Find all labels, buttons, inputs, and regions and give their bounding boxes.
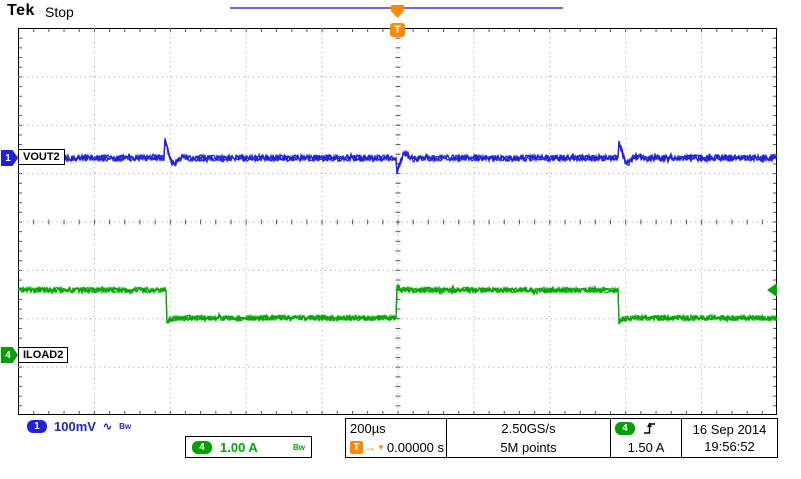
trigger-position-badge: T: [390, 23, 405, 37]
trigger-source-badge: 4: [615, 421, 635, 435]
timebase: 200µs: [350, 421, 386, 436]
trigger-level: 1.50 A: [627, 440, 665, 455]
trigger-marker-icon: ▼: [377, 443, 385, 452]
time: 19:56:52: [704, 439, 755, 454]
trigger-time: 0.00000 s: [386, 440, 445, 455]
ch4-readout: 4 1.00 A Bw: [185, 436, 312, 458]
ch4-bandwidth-icon: Bw: [293, 442, 305, 452]
ch1-reference-marker: 1: [1, 150, 18, 166]
ch1-badge: 1: [27, 420, 47, 433]
trigger-time-badge: T: [350, 441, 363, 454]
rising-edge-icon: [643, 421, 656, 435]
timebase-cell: 200µs T → ▼ 0.00000 s: [346, 419, 447, 457]
ch1-scale: 100mV: [54, 419, 96, 434]
horizontal-readout: 200µs T → ▼ 0.00000 s 2.50GS/s 5M points: [345, 418, 611, 458]
trigger-time-row: T → ▼ 0.00000 s: [350, 440, 446, 455]
acquisition-cell: 2.50GS/s 5M points: [447, 419, 610, 457]
trigger-source-row: 4: [615, 421, 677, 435]
ch1-bandwidth-icon: Bw: [119, 422, 132, 431]
record-length: 5M points: [500, 440, 557, 455]
ch1-coupling-icon: ∿: [102, 421, 113, 433]
ch1-readout: 1 100mV ∿ Bw: [27, 419, 131, 434]
sample-rate: 2.50GS/s: [501, 421, 556, 436]
ch4-badge: 4: [192, 440, 212, 454]
acquisition-status: Stop: [45, 4, 74, 20]
trigger-arrow-icon: →: [364, 440, 376, 454]
ch1-waveform-label: VOUT2: [18, 149, 65, 165]
ch4-waveform-label: ILOAD2: [18, 347, 69, 363]
tek-logo: Tek: [7, 2, 35, 19]
ch4-scale: 1.00 A: [220, 439, 258, 455]
date: 16 Sep 2014: [692, 422, 767, 437]
ch4-reference-marker: 4: [1, 347, 18, 363]
datetime-readout: 16 Sep 2014 19:56:52: [682, 418, 778, 458]
trigger-readout: 4 1.50 A: [611, 418, 682, 458]
